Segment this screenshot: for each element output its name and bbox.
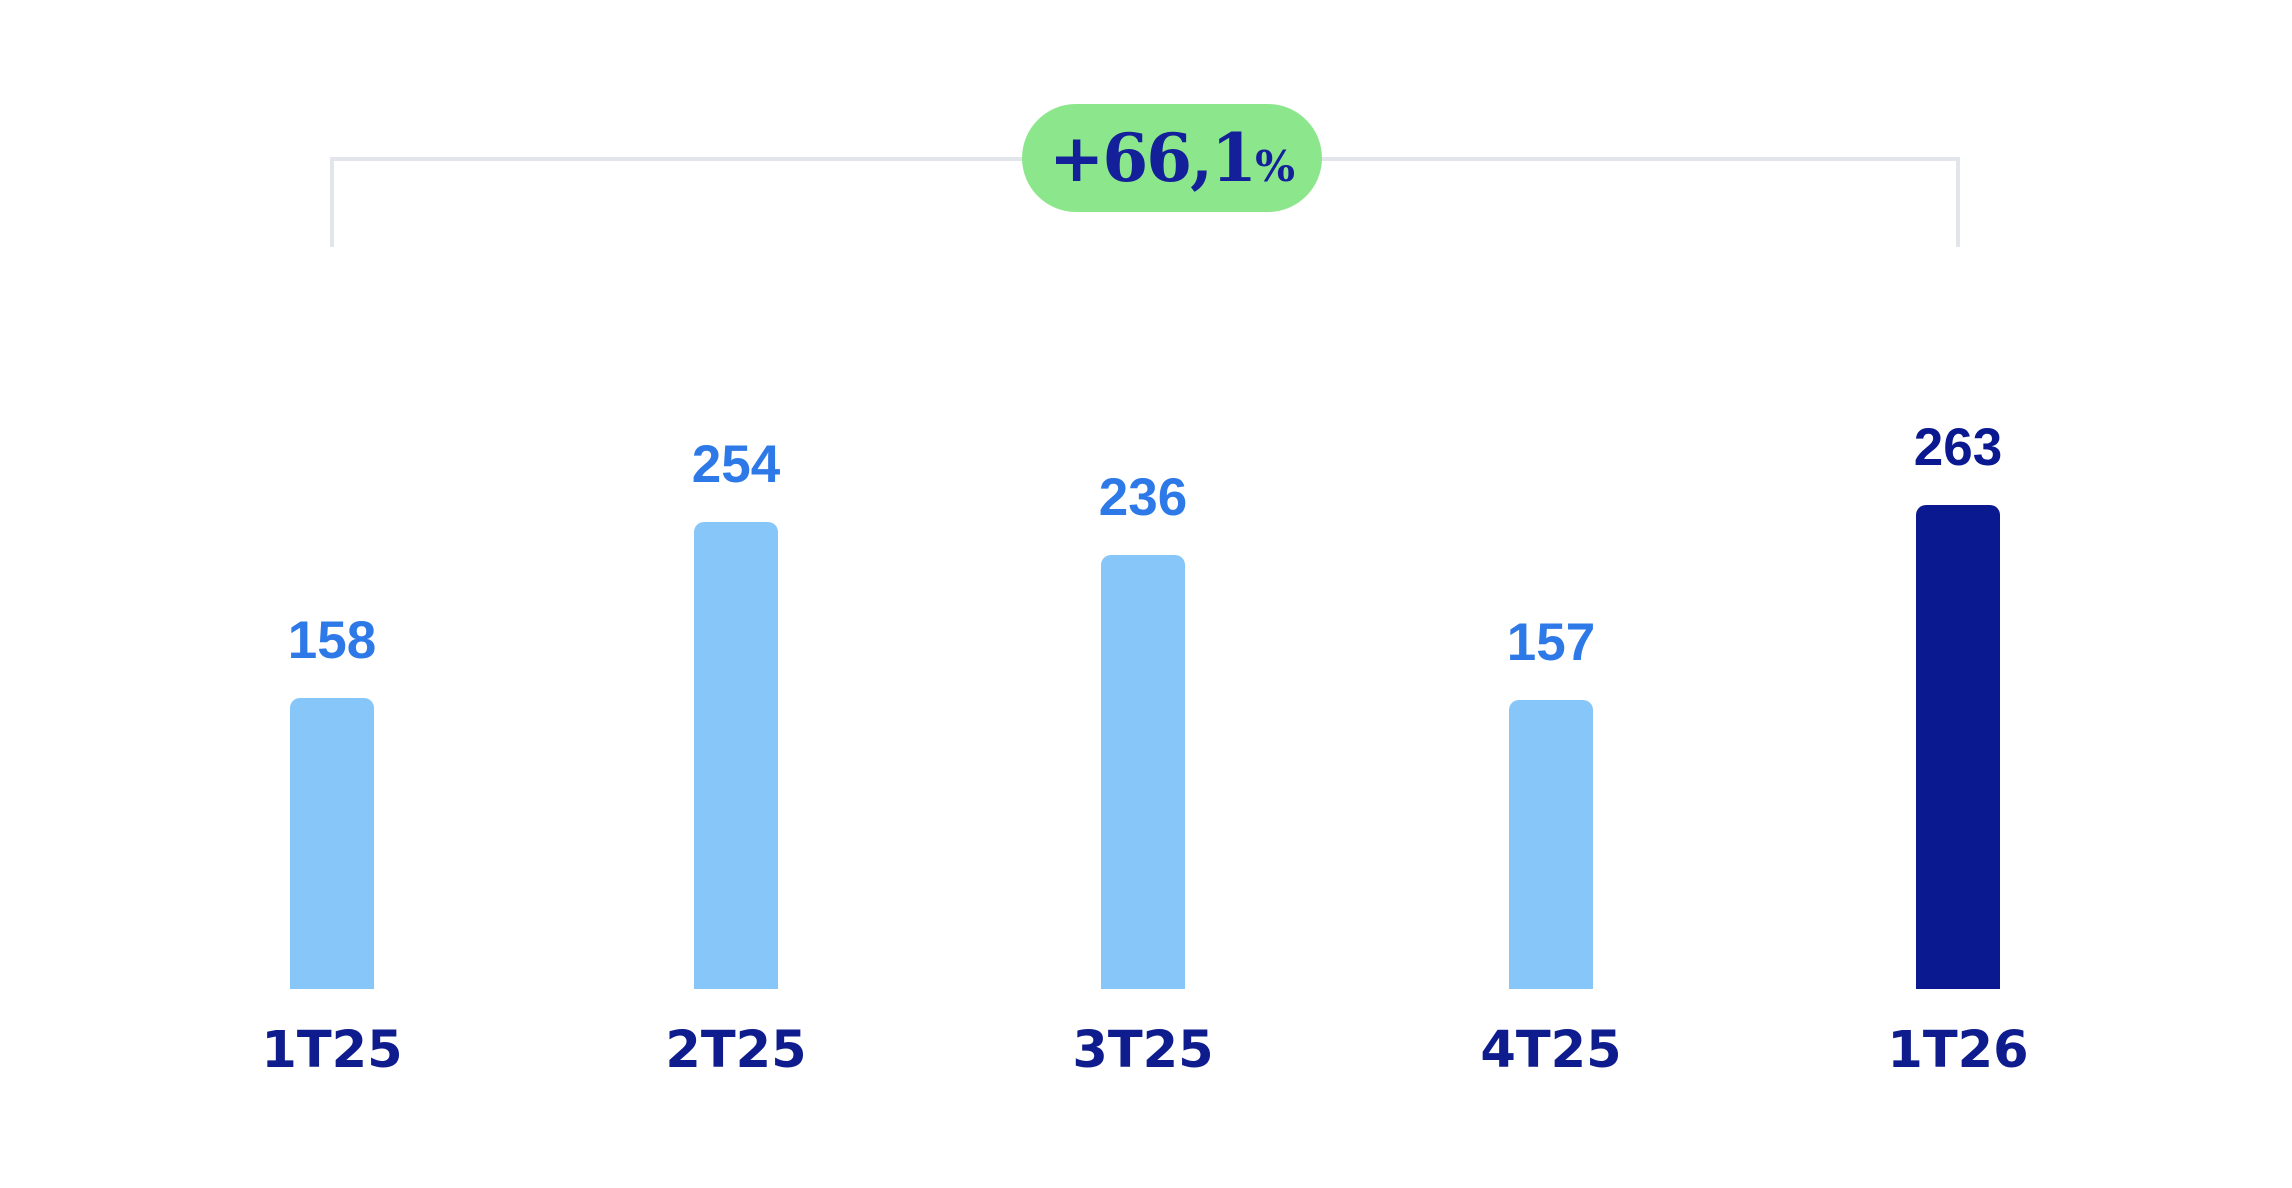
bar-category-label: 2T25 <box>665 1021 807 1080</box>
percent-sign: % <box>1255 142 1295 191</box>
bar <box>694 522 778 989</box>
bar <box>290 698 374 989</box>
bar-value-label: 236 <box>1098 468 1188 528</box>
growth-badge: +66,1% <box>1022 104 1322 212</box>
bar-category-label: 1T25 <box>261 1021 403 1080</box>
bar-value-label: 158 <box>287 611 377 671</box>
bar-category-label: 1T26 <box>1887 1021 2029 1080</box>
bar-category-label: 3T25 <box>1072 1021 1214 1080</box>
bar <box>1101 555 1185 989</box>
bar <box>1916 505 2000 989</box>
bar-category-label: 4T25 <box>1480 1021 1622 1080</box>
bar-value-label: 157 <box>1506 613 1596 673</box>
growth-value: +66,1 <box>1049 119 1257 197</box>
growth-badge-label: +66,1% <box>1049 125 1295 191</box>
bar-value-label: 263 <box>1913 418 2003 478</box>
bar <box>1509 700 1593 989</box>
bar-value-label: 254 <box>691 435 781 495</box>
